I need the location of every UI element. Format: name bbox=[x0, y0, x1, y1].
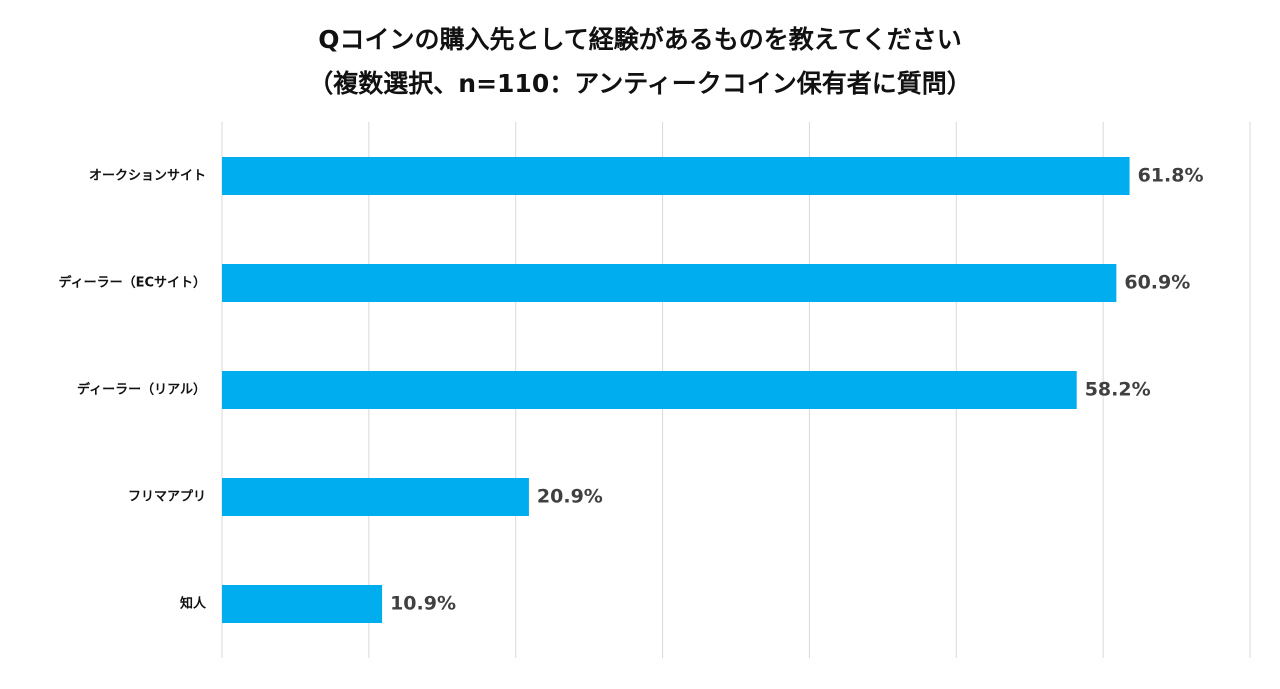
value-labels: 61.8% 60.9% 58.2% 20.9% 10.9% bbox=[390, 165, 1203, 615]
bar bbox=[222, 371, 1077, 409]
bar bbox=[222, 585, 383, 623]
category-label: 知人 bbox=[180, 596, 207, 612]
category-label: ディーラー（リアル） bbox=[77, 382, 206, 398]
data-label: 61.8% bbox=[1138, 165, 1204, 187]
data-label: 58.2% bbox=[1085, 379, 1151, 401]
chart-subtitle: （複数選択、n=110：アンティークコイン保有者に質問） bbox=[308, 69, 972, 98]
bar bbox=[222, 157, 1130, 195]
chart-title: Qコインの購入先として経験があるものを教えてください bbox=[318, 25, 962, 54]
bars bbox=[222, 157, 1130, 623]
bar bbox=[222, 264, 1117, 302]
chart-title-block: Qコインの購入先として経験があるものを教えてください （複数選択、n=110：ア… bbox=[0, 18, 1280, 106]
data-label: 10.9% bbox=[390, 593, 456, 615]
data-label: 20.9% bbox=[537, 486, 603, 508]
category-label: オークションサイト bbox=[89, 169, 206, 184]
data-label: 60.9% bbox=[1124, 272, 1190, 294]
category-label: フリマアプリ bbox=[128, 490, 206, 505]
bar bbox=[222, 478, 529, 516]
category-label: ディーラー（ECサイト） bbox=[58, 275, 206, 291]
